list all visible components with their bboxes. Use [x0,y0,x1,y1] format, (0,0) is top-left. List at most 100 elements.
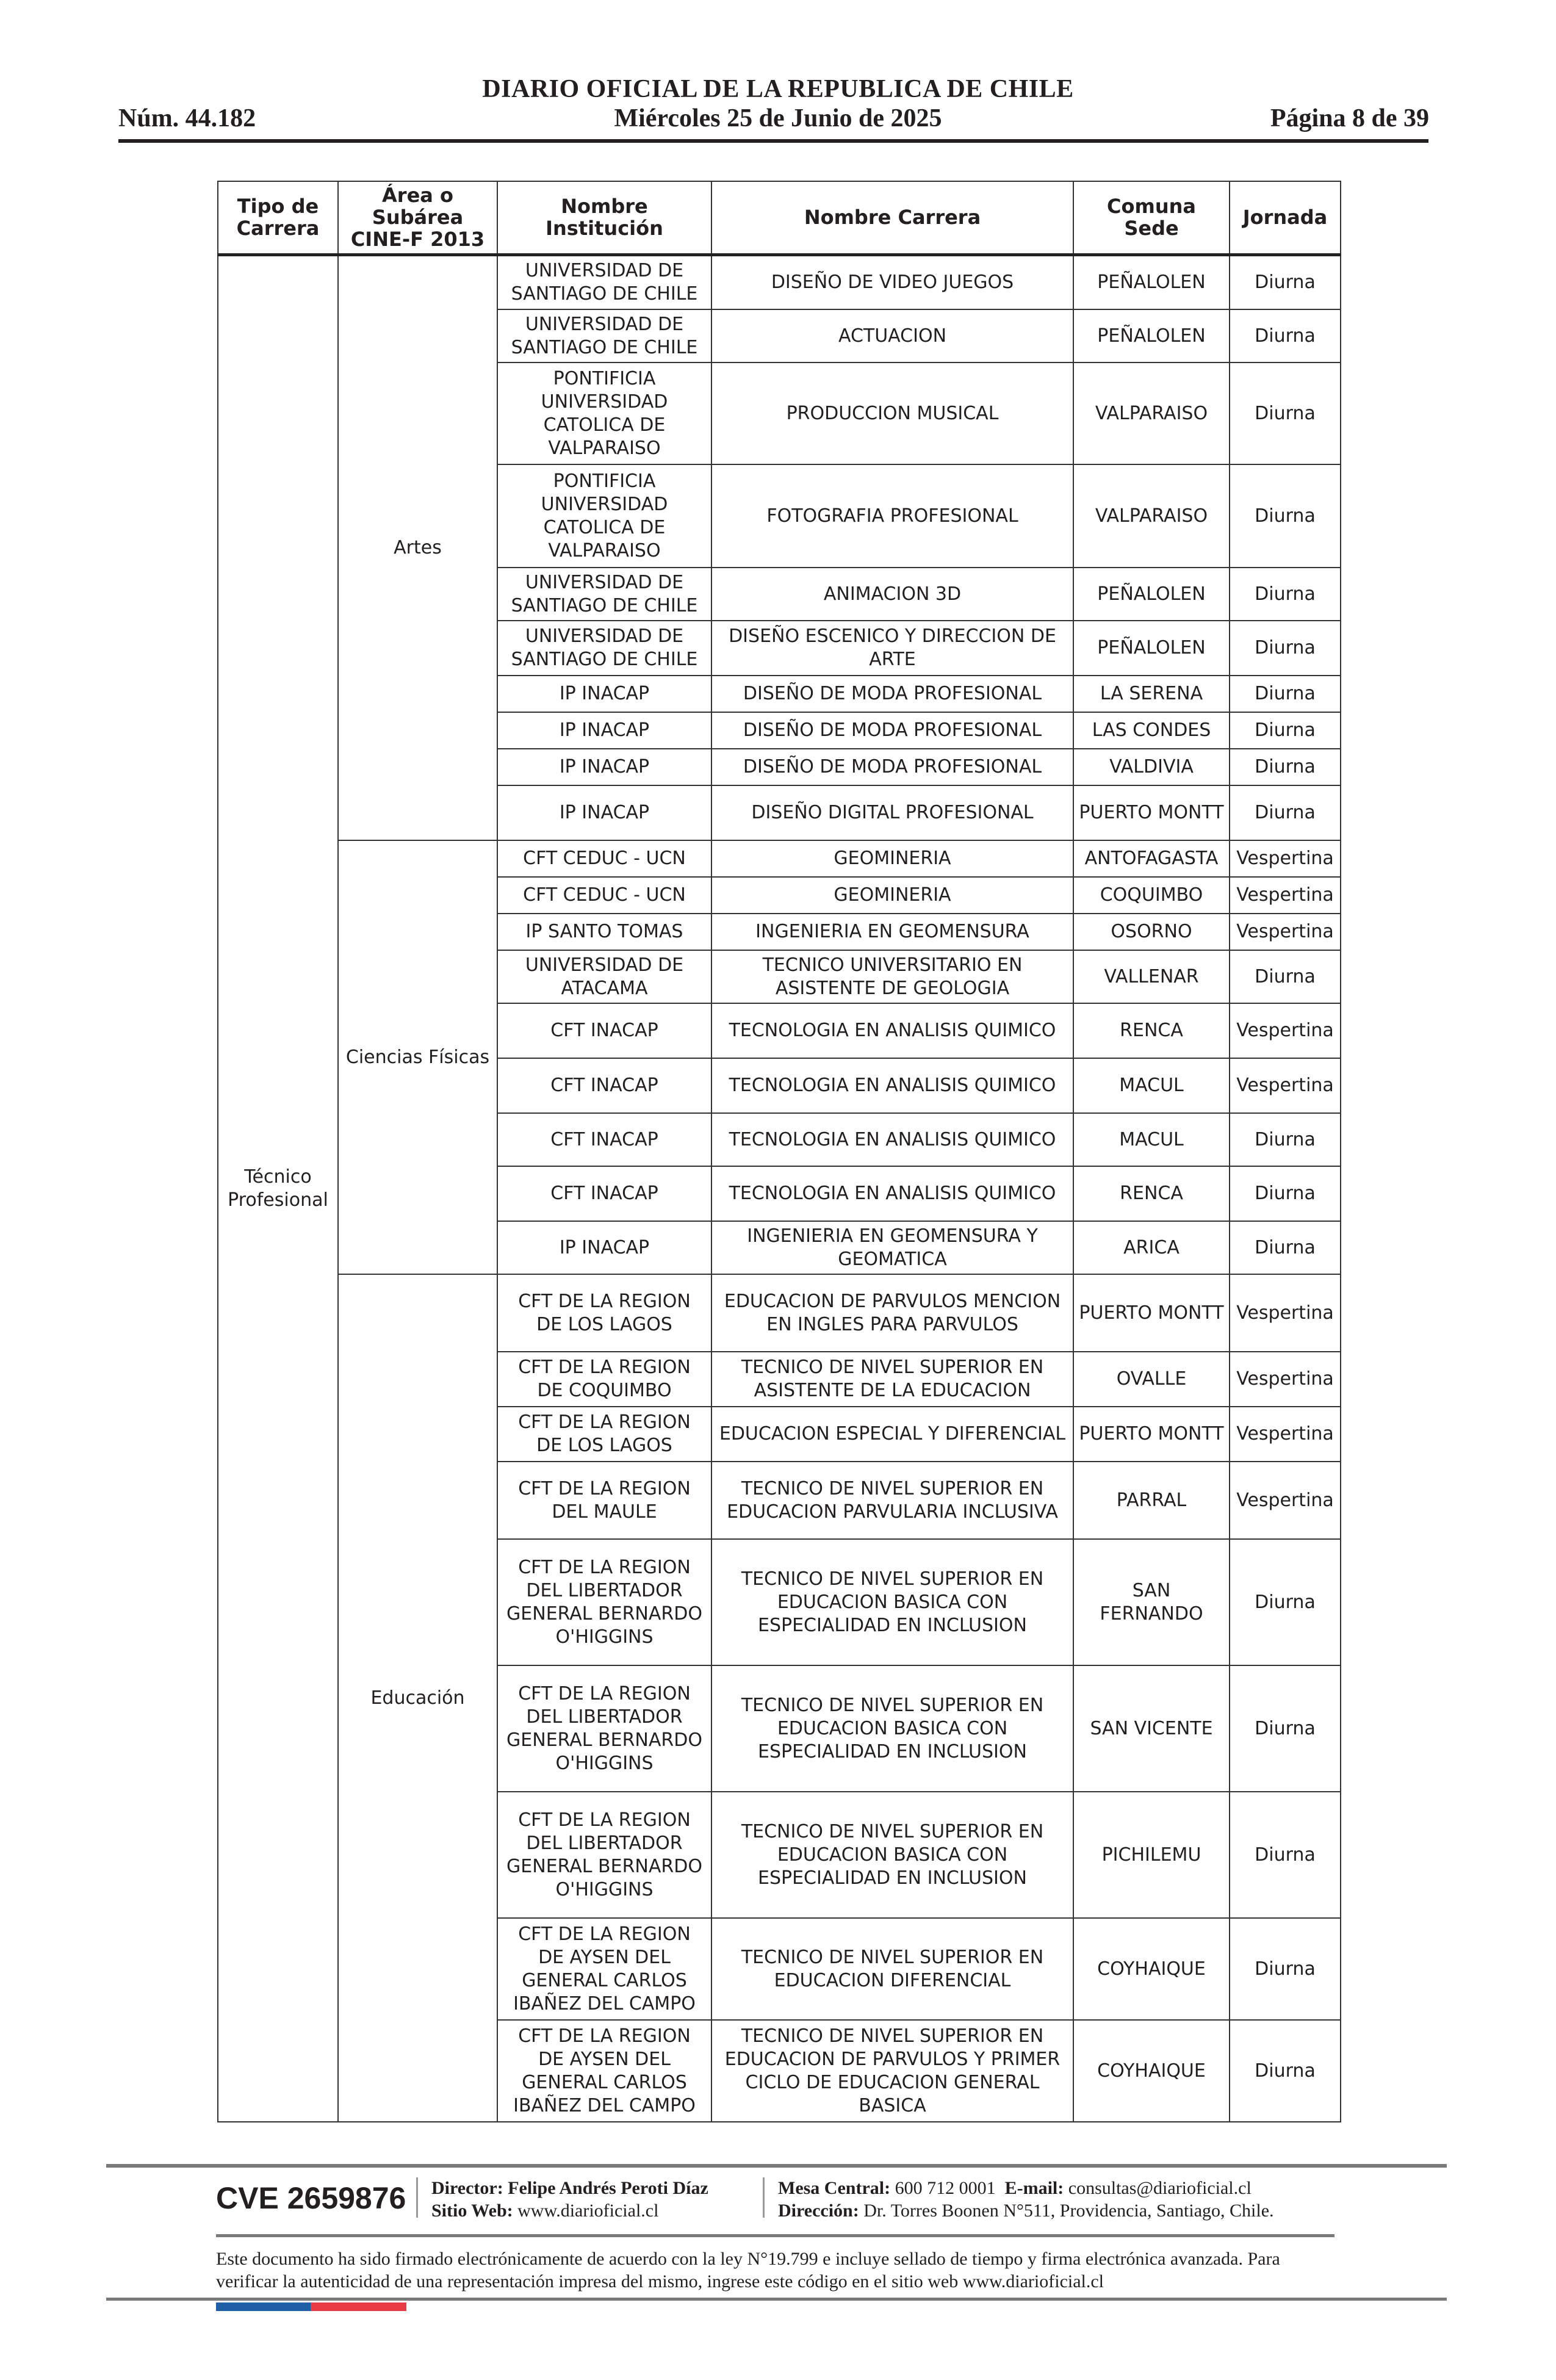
carrera-cell: TECNICO DE NIVEL SUPERIOR EN EDUCACION B… [711,1665,1074,1792]
jornada-cell: Vespertina [1229,876,1341,914]
jornada-cell: Diurna [1229,748,1341,786]
footer-rule [216,2234,1334,2237]
table-row: UNIVERSIDAD DE SANTIAGO DE CHILE ANIMACIO… [218,567,1341,621]
jornada-cell: Diurna [1229,362,1341,465]
table-row: IP INACAP DISEÑO DE MODA PROFESIONAL VALDI… [218,748,1341,786]
carrera-cell: GEOMINERIA [711,840,1074,878]
jornada-cell: Diurna [1229,1917,1341,2021]
institucion-cell: CFT DE LA REGION DE AYSEN DEL GENERAL CA… [497,1917,712,2021]
table-row: UNIVERSIDAD DE SANTIAGO DE CHILE DISEÑO E… [218,620,1341,676]
jornada-cell: Vespertina [1229,1003,1341,1059]
table-header-row: Tipo de Carrera Área o Subárea CINE-F 20… [217,181,1341,255]
address: Dr. Torres Boonen N°511, Providencia, Sa… [863,2201,1274,2221]
carrera-cell: GEOMINERIA [711,876,1074,914]
comuna-cell: PEÑALOLEN [1073,254,1230,310]
jornada-cell: Diurna [1229,1791,1341,1919]
institucion-cell: UNIVERSIDAD DE SANTIAGO DE CHILE [497,309,712,363]
table-row: CFT DE LA REGION DEL LIBERTADOR GENERAL … [218,1665,1341,1792]
comuna-cell: MACUL [1073,1058,1230,1114]
email-link[interactable]: consultas@diarioficial.cl [1068,2178,1252,2198]
area-cell: Ciencias Físicas [337,840,498,1275]
institucion-cell: UNIVERSIDAD DE SANTIAGO DE CHILE [497,567,712,621]
header-tipo: Tipo de Carrera [217,181,339,255]
comuna-cell: PEÑALOLEN [1073,567,1230,621]
table-row: IP INACAP DISEÑO DIGITAL PROFESIONAL PUERT… [218,785,1341,841]
web-link[interactable]: www.diarioficial.cl [517,2201,659,2221]
carrera-cell: TECNOLOGIA EN ANALISIS QUIMICO [711,1058,1074,1114]
comuna-cell: PEÑALOLEN [1073,309,1230,363]
table-row: IP SANTO TOMAS INGENIERIA EN GEOMENSURA OS… [218,913,1341,951]
issue-number: Núm. 44.182 [118,104,256,132]
institucion-cell: CFT DE LA REGION DEL LIBERTADOR GENERAL … [497,1538,712,1666]
institucion-cell: CFT INACAP [497,1112,712,1167]
table-row: CFT INACAP TECNOLOGIA EN ANALISIS QUIMICO… [218,1003,1341,1059]
carrera-cell: TECNICO UNIVERSITARIO EN ASISTENTE DE GE… [711,950,1074,1004]
institucion-cell: IP SANTO TOMAS [497,913,712,951]
institucion-cell: IP INACAP [497,1221,712,1275]
carrera-cell: EDUCACION DE PARVULOS MENCION EN INGLES … [711,1274,1074,1352]
header-comuna: Comuna Sede [1073,181,1230,255]
jornada-cell: Diurna [1229,2019,1341,2122]
footer-divider [416,2177,418,2218]
table-row: IP INACAP DISEÑO DE MODA PROFESIONAL LAS C… [218,712,1341,749]
institucion-cell: IP INACAP [497,712,712,749]
jornada-cell: Diurna [1229,785,1341,841]
institucion-cell: CFT CEDUC - UCN [497,840,712,878]
carrera-cell: INGENIERIA EN GEOMENSURA [711,913,1074,951]
jornada-cell: Vespertina [1229,1351,1341,1407]
jornada-cell: Diurna [1229,567,1341,621]
table-row: CFT INACAP TECNOLOGIA EN ANALISIS QUIMICO… [218,1112,1341,1167]
comuna-cell: COYHAIQUE [1073,1917,1230,2021]
carrera-cell: TECNOLOGIA EN ANALISIS QUIMICO [711,1003,1074,1059]
institucion-cell: IP INACAP [497,748,712,786]
table-row: CFT INACAP TECNOLOGIA EN ANALISIS QUIMICO… [218,1166,1341,1222]
footer-rule [106,2164,1447,2168]
email-label: E-mail: [1004,2178,1064,2198]
institucion-cell: CFT DE LA REGION DE LOS LAGOS [497,1406,712,1462]
address-label: Dirección: [778,2201,859,2221]
jornada-cell: Diurna [1229,309,1341,363]
jornada-cell: Vespertina [1229,913,1341,951]
carrera-cell: TECNICO DE NIVEL SUPERIOR EN EDUCACION D… [711,1917,1074,2021]
jornada-cell: Diurna [1229,620,1341,676]
comuna-cell: ARICA [1073,1221,1230,1275]
tipo-carrera-cell: Técnico Profesional [217,254,339,2122]
carrera-cell: DISEÑO DE MODA PROFESIONAL [711,712,1074,749]
carrera-cell: DISEÑO DIGITAL PROFESIONAL [711,785,1074,841]
jornada-cell: Vespertina [1229,1461,1341,1540]
flag-bar-blue [216,2302,311,2311]
header-jornada: Jornada [1229,181,1341,255]
carrera-cell: FOTOGRAFIA PROFESIONAL [711,464,1074,568]
header-area: Área o Subárea CINE-F 2013 [337,181,498,255]
jornada-cell: Diurna [1229,1221,1341,1275]
carrera-cell: TECNICO DE NIVEL SUPERIOR EN EDUCACION B… [711,1538,1074,1666]
carrera-cell: TECNICO DE NIVEL SUPERIOR EN EDUCACION P… [711,1461,1074,1540]
jornada-cell: Diurna [1229,675,1341,713]
comuna-cell: MACUL [1073,1112,1230,1167]
institucion-cell: UNIVERSIDAD DE SANTIAGO DE CHILE [497,254,712,310]
phone-number: 600 712 0001 [895,2178,996,2198]
area-cell: Artes [337,254,498,841]
comuna-cell: OVALLE [1073,1351,1230,1407]
jornada-cell: Diurna [1229,950,1341,1004]
jornada-cell: Diurna [1229,1538,1341,1666]
comuna-cell: LAS CONDES [1073,712,1230,749]
flag-bar-red [311,2302,406,2311]
carrera-cell: TECNOLOGIA EN ANALISIS QUIMICO [711,1112,1074,1167]
jornada-cell: Diurna [1229,1166,1341,1222]
table-row: CFT DE LA REGION DE LOS LAGOS EDUCACION E… [218,1406,1341,1462]
table-row: PONTIFICIA UNIVERSIDAD CATOLICA DE VALPA… [218,362,1341,465]
jornada-cell: Diurna [1229,712,1341,749]
table-row: CFT INACAP TECNOLOGIA EN ANALISIS QUIMICO… [218,1058,1341,1114]
table-row: CFT DE LA REGION DE AYSEN DEL GENERAL CA… [218,2019,1341,2122]
carrera-cell: DISEÑO DE MODA PROFESIONAL [711,748,1074,786]
institucion-cell: CFT CEDUC - UCN [497,876,712,914]
institucion-cell: IP INACAP [497,785,712,841]
comuna-cell: SAN VICENTE [1073,1665,1230,1792]
jornada-cell: Vespertina [1229,1406,1341,1462]
newspaper-title: DIARIO OFICIAL DE LA REPUBLICA DE CHILE [482,75,1074,103]
comuna-cell: PUERTO MONTT [1073,1406,1230,1462]
phone-label: Mesa Central: [778,2178,891,2198]
carrera-cell: DISEÑO DE MODA PROFESIONAL [711,675,1074,713]
director-line: Director: Felipe Andrés Peroti Díaz Siti… [431,2177,708,2222]
